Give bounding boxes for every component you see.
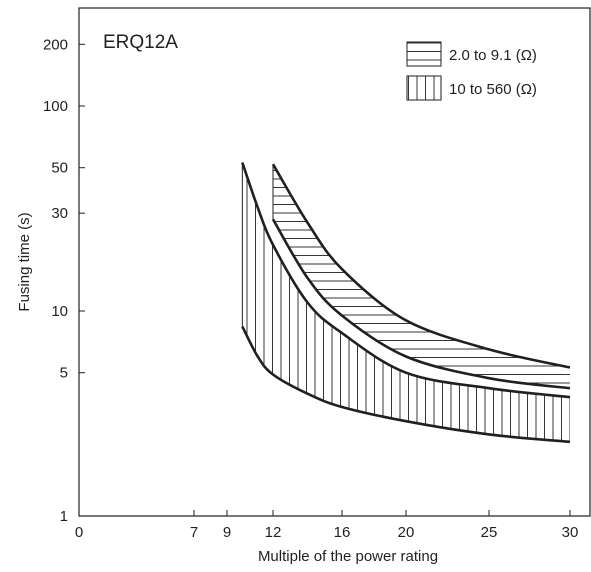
area-horizontal-hatch bbox=[273, 164, 570, 389]
y-tick-label: 30 bbox=[51, 205, 68, 222]
legend-label-vertical: 10 to 560 (Ω) bbox=[449, 81, 537, 98]
area-layer bbox=[241, 162, 571, 444]
x-axis-label: Multiple of the power rating bbox=[258, 548, 438, 565]
x-tick-label: 30 bbox=[562, 524, 579, 541]
y-tick-label: 10 bbox=[51, 303, 68, 320]
series-2-lower-curve bbox=[241, 325, 571, 444]
legend-swatch-vertical bbox=[406, 75, 442, 101]
model-label: ERQ12A bbox=[103, 32, 178, 53]
x-tick-label: 16 bbox=[334, 524, 351, 541]
x-tick-label: 12 bbox=[265, 524, 282, 541]
y-tick-label: 200 bbox=[43, 36, 68, 53]
series-1-upper-curve bbox=[271, 163, 571, 369]
tick-layer: 0 7 9 12 16 20 25 30 1 5 10 30 50 100 200 bbox=[43, 36, 578, 541]
legend-label-horizontal: 2.0 to 9.1 (Ω) bbox=[449, 47, 537, 64]
legend: 2.0 to 9.1 (Ω) 10 to 560 (Ω) bbox=[406, 41, 537, 101]
y-tick-label: 1 bbox=[60, 508, 68, 525]
y-axis-label: Fusing time (s) bbox=[16, 212, 33, 311]
x-tick-label: 7 bbox=[190, 524, 198, 541]
y-tick-label: 100 bbox=[43, 98, 68, 115]
x-tick-label: 25 bbox=[481, 524, 498, 541]
legend-swatch-horizontal bbox=[406, 41, 442, 67]
x-tick-label: 0 bbox=[75, 524, 83, 541]
plot-frame bbox=[78, 7, 591, 517]
y-tick-label: 5 bbox=[60, 365, 68, 382]
area-vertical-hatch bbox=[242, 162, 571, 442]
series-1-lower-curve bbox=[271, 218, 571, 390]
y-tick-label: 50 bbox=[51, 160, 68, 177]
x-tick-label: 20 bbox=[398, 524, 415, 541]
series-2-upper-curve bbox=[241, 162, 571, 399]
x-tick-label: 9 bbox=[223, 524, 231, 541]
